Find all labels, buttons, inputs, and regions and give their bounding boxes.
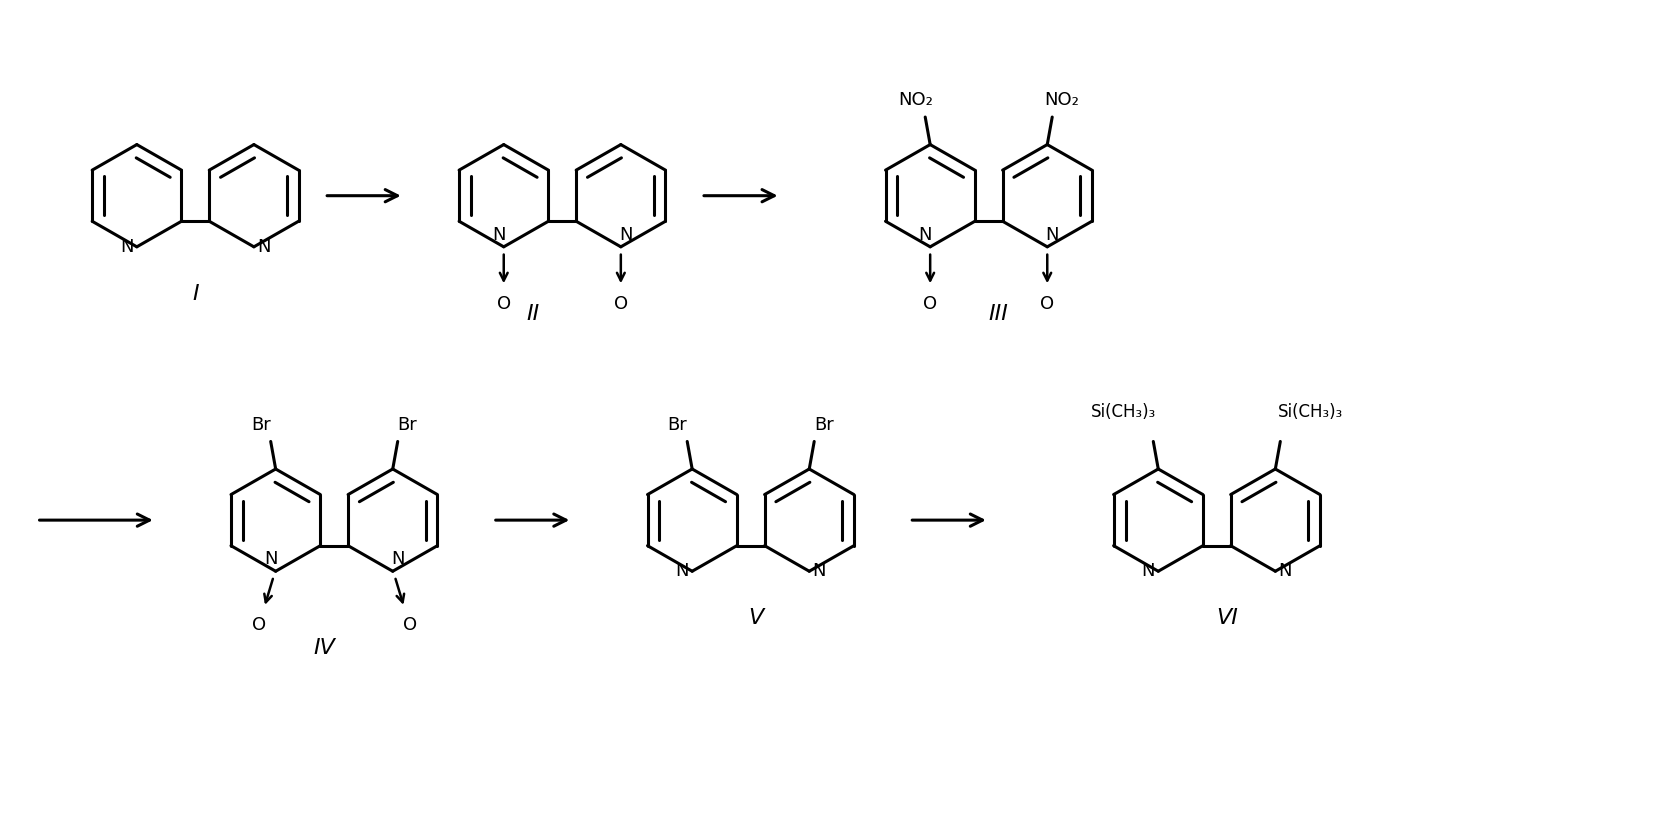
Text: III: III (989, 303, 1009, 324)
Text: NO₂: NO₂ (897, 91, 932, 109)
Text: Br: Br (251, 416, 271, 434)
Text: N: N (675, 562, 688, 580)
Text: I: I (192, 284, 199, 304)
Text: N: N (120, 238, 134, 256)
Text: N: N (919, 226, 932, 244)
Text: N: N (1046, 226, 1059, 244)
Text: O: O (922, 295, 937, 313)
Text: O: O (252, 616, 266, 635)
Text: NO₂: NO₂ (1044, 91, 1079, 109)
Text: N: N (618, 226, 633, 244)
Text: O: O (403, 616, 416, 635)
Text: O: O (1039, 295, 1054, 313)
Text: Br: Br (398, 416, 418, 434)
Text: VI: VI (1216, 608, 1238, 629)
Text: V: V (749, 608, 764, 629)
Text: N: N (812, 562, 825, 580)
Text: Si(CH₃)₃: Si(CH₃)₃ (1277, 403, 1343, 421)
Text: N: N (391, 551, 404, 569)
Text: N: N (264, 551, 277, 569)
Text: II: II (526, 303, 540, 324)
Text: Br: Br (814, 416, 834, 434)
Text: N: N (491, 226, 506, 244)
Text: Br: Br (667, 416, 687, 434)
Text: Si(CH₃)₃: Si(CH₃)₃ (1091, 403, 1156, 421)
Text: O: O (613, 295, 628, 313)
Text: IV: IV (314, 638, 336, 658)
Text: N: N (1141, 562, 1155, 580)
Text: N: N (1278, 562, 1292, 580)
Text: O: O (496, 295, 511, 313)
Text: N: N (257, 238, 271, 256)
